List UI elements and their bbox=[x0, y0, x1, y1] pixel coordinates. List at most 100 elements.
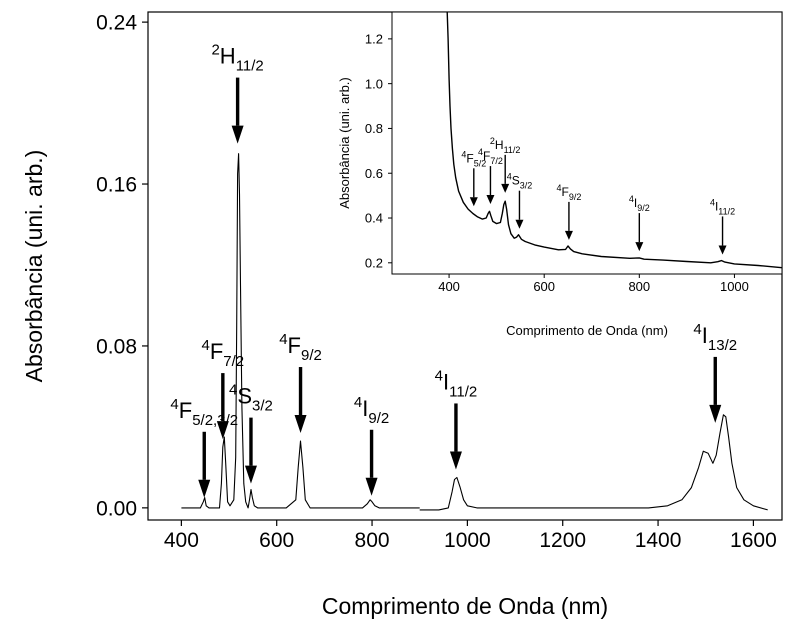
main-annotation-sup: 4 bbox=[229, 382, 237, 399]
main-x-axis-title: Comprimento de Onda (nm) bbox=[322, 593, 608, 619]
main-annotation-term: F bbox=[288, 333, 301, 358]
inset-annotation-sub: 11/2 bbox=[504, 145, 521, 155]
main-annotation-sub: 9/2 bbox=[368, 410, 389, 427]
main-annotation-arrowhead bbox=[244, 465, 257, 484]
inset-annotation-sub: 7/2 bbox=[490, 156, 503, 166]
inset-annotation-term: I bbox=[634, 196, 637, 210]
main-x-tick-label: 600 bbox=[259, 529, 294, 552]
main-annotation-sup: 4 bbox=[202, 337, 210, 354]
main-annotation-arrowhead bbox=[449, 451, 462, 470]
inset-annotation-label: 4F9/2 bbox=[556, 183, 581, 202]
inset-plot-frame bbox=[391, 11, 783, 275]
main-annotation-label: 4F9/2 bbox=[279, 331, 322, 364]
inset-y-axis-title: Absorbância (uni. arb.) bbox=[337, 77, 352, 209]
main-x-tick-label: 1200 bbox=[539, 529, 586, 552]
main-annotation-sub: 13/2 bbox=[708, 337, 737, 354]
main-y-tick-label: 0.16 bbox=[96, 174, 137, 197]
main-series-line bbox=[181, 153, 420, 509]
inset-y-tick-label: 0.6 bbox=[365, 166, 383, 181]
inset-annotation-label: 4S3/2 bbox=[507, 172, 533, 191]
inset-annotation-sup: 4 bbox=[461, 149, 466, 159]
main-annotation-term: F bbox=[179, 398, 192, 423]
inset-annotation-sub: 5/2 bbox=[474, 158, 487, 168]
inset-annotation-sup: 4 bbox=[507, 172, 512, 182]
inset-annotation-sup: 2 bbox=[490, 136, 495, 146]
main-annotation-sub: 5/2,3/2 bbox=[192, 412, 238, 429]
main-annotation-arrowhead bbox=[365, 477, 378, 496]
main-annotation-label: 4F7/2 bbox=[202, 337, 245, 370]
main-annotation-sub: 7/2 bbox=[223, 353, 244, 370]
main-annotation-arrowhead bbox=[231, 125, 244, 144]
inset-annotation-arrowhead bbox=[635, 242, 644, 252]
inset-annotation-term: F bbox=[466, 151, 473, 165]
inset-annotation-sup: 4 bbox=[629, 194, 634, 204]
inset-x-tick-label: 800 bbox=[628, 279, 650, 294]
inset-y-tick-label: 1.2 bbox=[365, 32, 383, 47]
inset-annotation-term: H bbox=[495, 138, 504, 152]
inset-y-tick-label: 0.4 bbox=[365, 211, 383, 226]
main-annotation-term: H bbox=[220, 44, 236, 69]
main-annotation-sup: 4 bbox=[279, 331, 287, 348]
inset-annotation-arrowhead bbox=[718, 245, 727, 255]
main-annotation-sub: 11/2 bbox=[449, 383, 477, 400]
inset-annotation-label: 2H11/2 bbox=[490, 136, 521, 155]
main-x-tick-label: 1400 bbox=[635, 529, 682, 552]
main-annotation-arrowhead bbox=[216, 421, 229, 440]
inset-annotation-term: F bbox=[562, 185, 569, 199]
inset-annotation-label: 4F7/2 bbox=[478, 147, 503, 166]
main-annotation-label: 4S3/2 bbox=[229, 382, 273, 415]
main-annotation-sup: 4 bbox=[693, 321, 701, 338]
inset-y-tick-label: 0.2 bbox=[365, 255, 383, 270]
main-annotation-label: 4I9/2 bbox=[354, 394, 389, 427]
main-y-tick-label: 0.24 bbox=[96, 12, 137, 35]
main-annotation-label: 4I13/2 bbox=[693, 321, 737, 354]
inset-series-line bbox=[446, 12, 782, 269]
main-annotation-term: F bbox=[210, 339, 223, 364]
main-annotation-arrowhead bbox=[709, 404, 722, 423]
main-chart: 400 600 800 1000 1200 1400 1600 0.00 0.08 0.16 0.2… bbox=[21, 11, 783, 619]
main-annotation-sup: 4 bbox=[435, 367, 443, 384]
main-annotation-sub: 9/2 bbox=[301, 347, 322, 364]
inset-annotation-sup: 4 bbox=[710, 197, 715, 207]
inset-annotation-sub: 11/2 bbox=[718, 206, 735, 216]
main-annotation-sub: 11/2 bbox=[236, 58, 264, 75]
inset-plot-bg bbox=[392, 12, 782, 274]
inset-annotation-label: 4I11/2 bbox=[710, 197, 735, 216]
inset-annotation-sub: 9/2 bbox=[637, 203, 650, 213]
main-x-tick-label: 400 bbox=[164, 529, 199, 552]
main-series-line bbox=[419, 414, 768, 511]
inset-annotation-term: I bbox=[715, 199, 718, 213]
inset-x-tick-label: 1000 bbox=[720, 279, 749, 294]
inset-x-axis-title: Comprimento de Onda (nm) bbox=[506, 323, 668, 338]
main-annotation-sup: 4 bbox=[354, 394, 362, 411]
inset-annotation-sub: 3/2 bbox=[520, 181, 533, 191]
inset-chart: 400 600 800 1000 0.2 0.4 0.6 0.8 1.0 1.2 Comprimen… bbox=[337, 11, 783, 338]
main-y-tick-label: 0.08 bbox=[96, 336, 137, 359]
main-x-tick-label: 800 bbox=[355, 529, 390, 552]
inset-y-tick-label: 0.8 bbox=[365, 121, 383, 136]
inset-annotation-sub: 9/2 bbox=[569, 192, 582, 202]
main-annotation-sup: 2 bbox=[211, 42, 219, 59]
main-x-tick-label: 1600 bbox=[730, 529, 777, 552]
main-x-tick-label: 1000 bbox=[444, 529, 491, 552]
main-annotation-sub: 3/2 bbox=[252, 398, 273, 415]
main-y-tick-label: 0.00 bbox=[96, 497, 137, 520]
inset-annotation-term: S bbox=[512, 174, 520, 188]
inset-annotation-label: 4F5/2 bbox=[461, 149, 486, 168]
main-annotation-arrowhead bbox=[198, 479, 211, 498]
main-annotation-term: I bbox=[702, 323, 708, 348]
inset-annotation-arrowhead bbox=[501, 183, 510, 193]
main-annotation-arrowhead bbox=[294, 415, 307, 434]
inset-x-tick-label: 600 bbox=[533, 279, 555, 294]
main-annotation-label: 4I11/2 bbox=[435, 367, 478, 400]
main-annotation-label: 4F5/2,3/2 bbox=[170, 396, 238, 429]
main-annotation-term: S bbox=[237, 384, 252, 409]
main-annotation-label: 2H11/2 bbox=[211, 42, 263, 75]
inset-y-tick-label: 1.0 bbox=[365, 76, 383, 91]
inset-annotation-arrowhead bbox=[564, 230, 573, 240]
inset-annotation-arrowhead bbox=[486, 195, 495, 205]
inset-annotation-label: 4I9/2 bbox=[629, 194, 650, 213]
inset-annotation-term: F bbox=[483, 149, 490, 163]
